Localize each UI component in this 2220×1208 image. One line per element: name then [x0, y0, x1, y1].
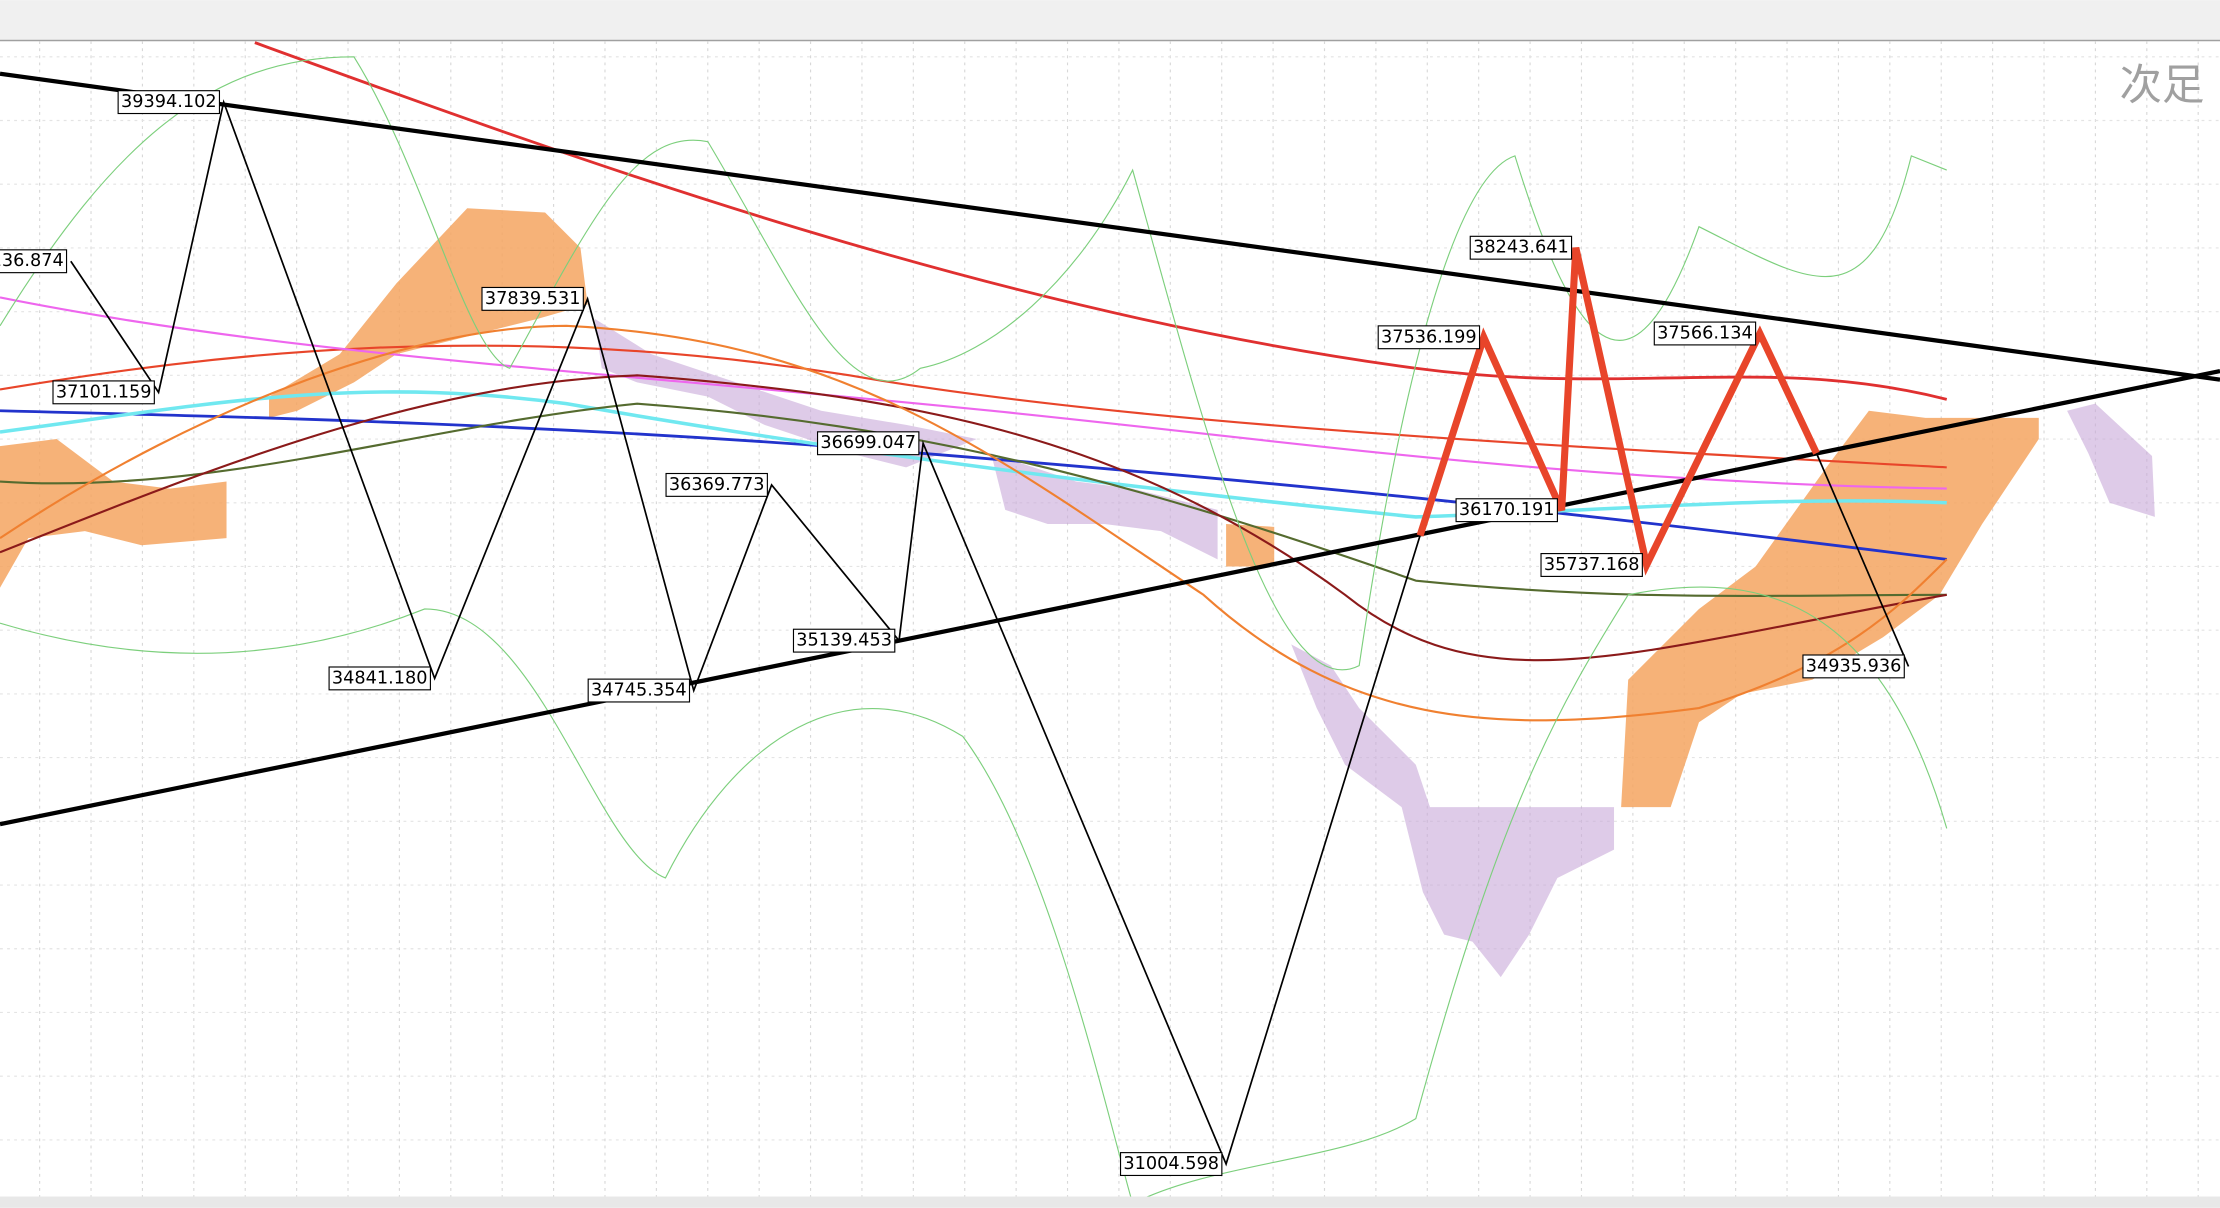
ma-red	[254, 41, 1948, 401]
pivot-label: 36699.047	[820, 433, 916, 453]
pivot-label: 37536.199	[1381, 327, 1477, 347]
pivot-label: 37101.159	[56, 382, 152, 402]
cloud-purple	[991, 453, 1218, 560]
pivot-label: 34841.180	[332, 668, 428, 688]
pivot-label-box	[328, 666, 431, 691]
pivot-label: 31004.598	[1123, 1154, 1219, 1174]
pivot-label: 36369.773	[669, 475, 765, 495]
pivot-label-box	[1377, 325, 1481, 350]
cloud-orange	[1226, 524, 1275, 567]
bollinger-upper	[0, 56, 1947, 671]
ma-pink	[0, 296, 1947, 490]
pivot-label-box	[587, 678, 691, 703]
pivot-label: 35737.168	[1544, 555, 1640, 575]
ma-orange-red	[0, 344, 1947, 469]
pivot-label: 35139.453	[796, 631, 892, 651]
pivot-label: 34745.354	[591, 681, 687, 701]
pivot-label: 38243.641	[1473, 238, 1569, 258]
zigzag-line	[1815, 452, 1910, 667]
cloud-orange	[0, 439, 227, 588]
pivot-label-box	[52, 380, 155, 405]
pivot-label-box	[117, 90, 221, 115]
plot: 38136.874 37101.159 39394.102 34841.180 3783…	[0, 90, 1910, 1177]
bollinger-lower	[0, 586, 1948, 1205]
trend-line-lower	[0, 369, 2220, 827]
time-axis	[0, 1196, 2220, 1208]
zigzag-line	[70, 99, 1421, 1167]
pivot-label-box	[1802, 654, 1905, 679]
cloud-purple	[1291, 644, 1615, 978]
pivot-label-box	[1455, 498, 1558, 523]
pivot-label-box	[792, 628, 896, 653]
pivot-label-box	[1469, 235, 1573, 260]
pivot-label-box	[481, 286, 584, 311]
pivot-label-box	[1540, 553, 1643, 577]
pivot-label: 37566.134	[1657, 323, 1753, 343]
pivot-label-box	[665, 472, 768, 497]
pivot-label: 36170.191	[1459, 500, 1555, 520]
ma-olive	[0, 402, 1947, 597]
ma-darkred	[0, 374, 1947, 662]
cloud-purple	[2067, 403, 2155, 517]
pivot-label-box	[816, 431, 920, 456]
pivot-label: 39394.102	[121, 92, 217, 112]
pivot-label: 38136.874	[0, 251, 64, 271]
pivot-label-box	[1119, 1152, 1223, 1177]
pivot-label: 34935.936	[1806, 656, 1902, 676]
trend-line-upper	[0, 71, 2220, 382]
overlay-text: 次足	[2119, 61, 2204, 110]
pivot-label-box	[0, 249, 68, 274]
toolbar	[0, 0, 2220, 40]
pivot-label: 37839.531	[485, 289, 581, 309]
pivot-label-box	[1653, 321, 1757, 346]
zigzag-line	[1416, 246, 1820, 576]
cloud-orange	[1621, 410, 2039, 808]
cloud-purple	[594, 318, 977, 468]
ma-orange	[0, 324, 1948, 722]
